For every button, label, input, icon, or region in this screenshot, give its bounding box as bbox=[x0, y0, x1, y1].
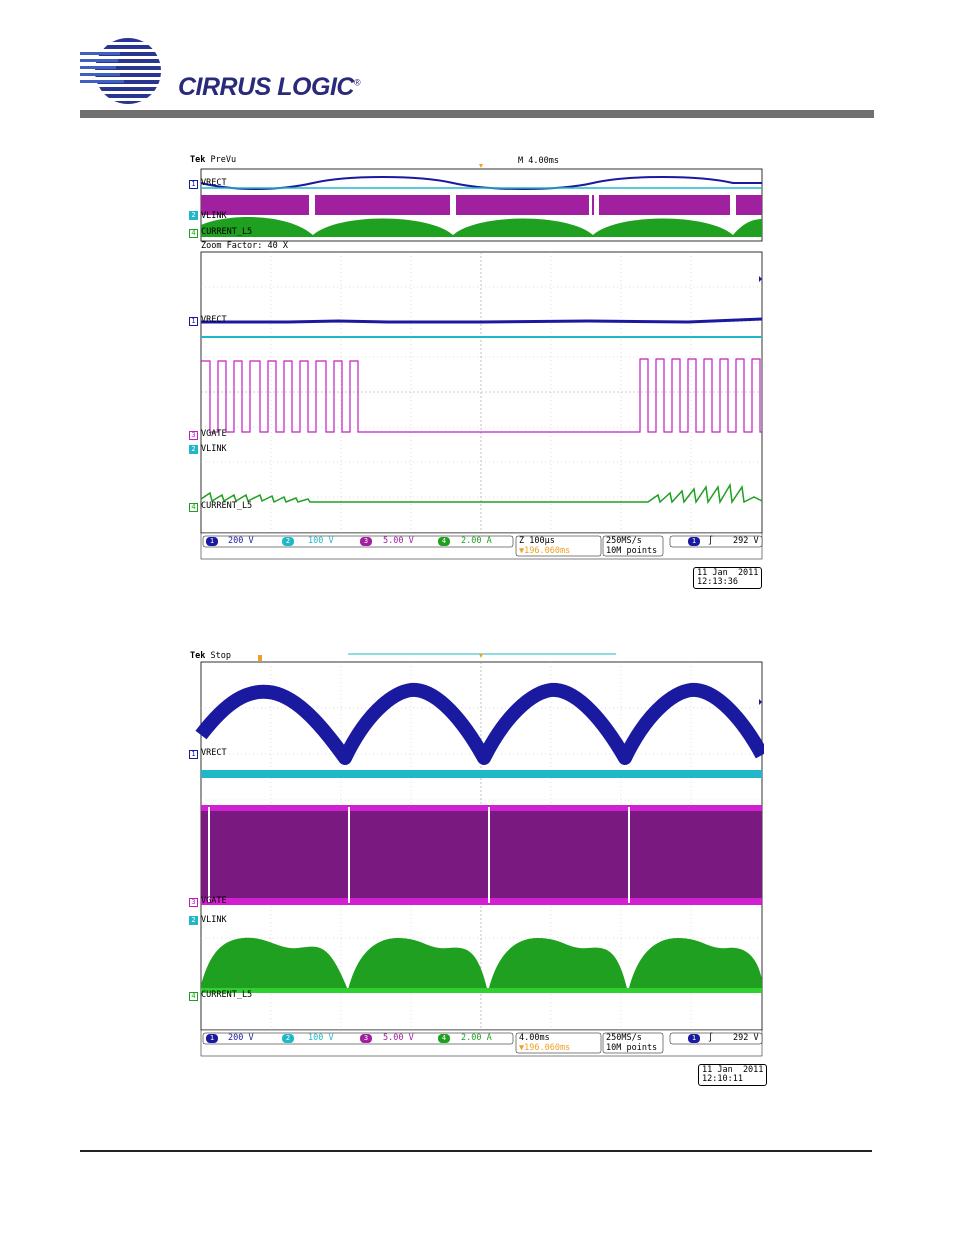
s2-ch1-label: VRECT bbox=[201, 748, 227, 758]
status-ch1-scale: 200 V bbox=[228, 536, 254, 546]
status-ch3-badge: 3 bbox=[360, 537, 372, 546]
sample-rate: 250MS/s bbox=[606, 536, 642, 546]
record-length: 10M points bbox=[606, 546, 658, 556]
oscilloscope-screenshot-zoom: Tek PreVu M 4.00ms 1 VRECT 2 VLINK 4 CUR… bbox=[188, 153, 764, 593]
ch2-zoom-label: VLINK bbox=[201, 444, 227, 454]
s2-ch1-marker: 1 bbox=[189, 750, 198, 759]
ch1-label: VRECT bbox=[201, 178, 227, 188]
trigger-level: 292 V bbox=[733, 536, 759, 546]
s2-status-ch1-badge: 1 bbox=[206, 1034, 218, 1043]
s2-ch4-label: CURRENT_L5 bbox=[201, 990, 253, 1000]
s2-sample-rate: 250MS/s bbox=[606, 1033, 642, 1043]
scope1-timebase: M 4.00ms bbox=[518, 156, 559, 166]
s2-status-ch4-scale: 2.00 A bbox=[461, 1033, 492, 1043]
trigger-position: ▼196.060ms bbox=[519, 546, 571, 556]
ch2-label: VLINK bbox=[201, 211, 227, 221]
s2-trigger-source-badge: 1 bbox=[688, 1034, 700, 1043]
s2-status-ch4-badge: 4 bbox=[438, 1034, 450, 1043]
ch3-label: VGATE bbox=[201, 429, 227, 439]
status-ch4-scale: 2.00 A bbox=[461, 536, 492, 546]
s2-trigger-level: 292 V bbox=[733, 1033, 759, 1043]
s2-trigger-position: ▼196.060ms bbox=[519, 1043, 571, 1053]
cirrus-logic-logo bbox=[78, 38, 161, 104]
horizontal-scale: Z 100µs bbox=[519, 536, 555, 546]
s2-trigger-slope-icon: ∫ bbox=[708, 1033, 714, 1043]
scope2-timestamp: 11 Jan 2011 12:10:11 bbox=[698, 1064, 768, 1086]
logo-wordmark: CIRRUS LOGIC® bbox=[178, 73, 361, 101]
status-ch4-badge: 4 bbox=[438, 537, 450, 546]
s2-horizontal-scale: 4.00ms bbox=[519, 1033, 550, 1043]
trigger-slope-icon: ∫ bbox=[708, 536, 714, 546]
scope1-brand: Tek PreVu bbox=[190, 155, 237, 165]
zoom-factor-label: Zoom Factor: 40 X bbox=[201, 241, 288, 251]
s2-status-ch3-scale: 5.00 V bbox=[383, 1033, 414, 1043]
s2-ch3-marker: 3 bbox=[189, 898, 198, 907]
status-ch2-scale: 100 V bbox=[308, 536, 334, 546]
scope1-display bbox=[200, 164, 763, 560]
status-ch2-badge: 2 bbox=[282, 537, 294, 546]
scope2-display bbox=[195, 653, 764, 1057]
trigger-source-badge: 1 bbox=[688, 537, 700, 546]
ch4-marker: 4 bbox=[189, 229, 198, 238]
ch1-zoom-label: VRECT bbox=[201, 315, 227, 325]
ch2-zoom-marker: 2 bbox=[189, 445, 198, 454]
header-rule bbox=[80, 110, 874, 118]
scope2-brand: Tek Stop bbox=[190, 651, 231, 661]
ch3-marker: 3 bbox=[189, 431, 198, 440]
status-ch1-badge: 1 bbox=[206, 537, 218, 546]
s2-ch3-label: VGATE bbox=[201, 896, 227, 906]
s2-record-length: 10M points bbox=[606, 1043, 658, 1053]
scope1-timestamp: 11 Jan 2011 12:13:36 bbox=[693, 567, 763, 589]
footer-rule bbox=[80, 1150, 872, 1152]
s2-ch2-label: VLINK bbox=[201, 915, 227, 925]
s2-status-ch2-scale: 100 V bbox=[308, 1033, 334, 1043]
ch2-marker: 2 bbox=[189, 211, 198, 220]
ch1-zoom-marker: 1 bbox=[189, 317, 198, 326]
s2-ch4-marker: 4 bbox=[189, 992, 198, 1001]
oscilloscope-screenshot-full: Tek Stop 1 VRECT 3 VGATE 2 VLINK 4 CURRE… bbox=[188, 650, 768, 1086]
status-ch3-scale: 5.00 V bbox=[383, 536, 414, 546]
ch4-zoom-label: CURRENT_L5 bbox=[201, 501, 253, 511]
ch4-zoom-marker: 4 bbox=[189, 503, 198, 512]
ch1-marker: 1 bbox=[189, 180, 198, 189]
s2-status-ch1-scale: 200 V bbox=[228, 1033, 254, 1043]
ch4-label: CURRENT_L5 bbox=[201, 227, 253, 237]
s2-status-ch2-badge: 2 bbox=[282, 1034, 294, 1043]
s2-status-ch3-badge: 3 bbox=[360, 1034, 372, 1043]
s2-ch2-marker: 2 bbox=[189, 916, 198, 925]
